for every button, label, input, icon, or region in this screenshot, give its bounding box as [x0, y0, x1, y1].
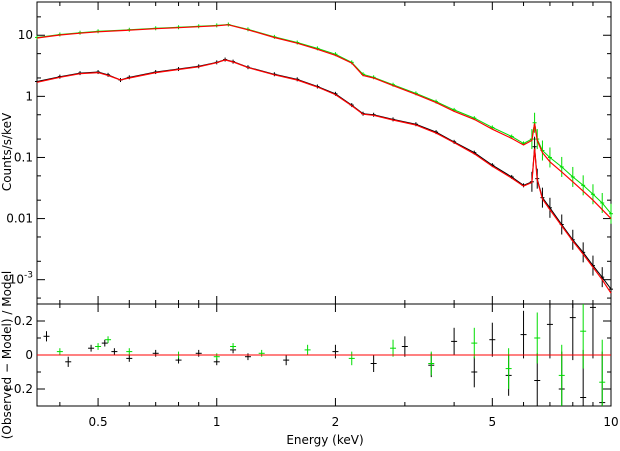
spectrum-frame	[36, 1, 612, 305]
spectrum-y-tick-label: 10-3	[9, 271, 33, 287]
series-model_upper	[36, 24, 612, 220]
residual-y-tick-label: −0.2	[4, 382, 33, 396]
y-axis-label-spectrum: Counts/s/keV	[0, 112, 14, 191]
spectrum-y-tick-label: 0.1	[14, 150, 33, 164]
y-axis-label-residual: (Observed − Model) / Model	[0, 271, 14, 440]
x-tick-label: 10	[603, 415, 618, 429]
spectrum-y-tick-label: 0.01	[6, 212, 33, 226]
x-axis-label: Energy (keV)	[286, 433, 363, 447]
spectrum-panel: 10-3 0.01 0.1 1 10	[6, 1, 613, 305]
series-model_lower	[36, 59, 612, 294]
series-data_lower	[36, 59, 612, 290]
spectrum-y-tick-label: 1	[25, 89, 33, 103]
x-tick-label: 0.5	[89, 415, 108, 429]
x-tick-label: 1	[213, 415, 221, 429]
x-tick-label: 2	[332, 415, 340, 429]
residual-y-tick-label: 0	[25, 348, 33, 362]
x-tick-label: 5	[488, 415, 496, 429]
residual-panel: 0.5 1 2 5 10 −0.2 0 0.2	[4, 303, 619, 429]
spectrum-y-tick-label: 10	[18, 28, 33, 42]
residual-y-tick-label: 0.2	[14, 314, 33, 328]
